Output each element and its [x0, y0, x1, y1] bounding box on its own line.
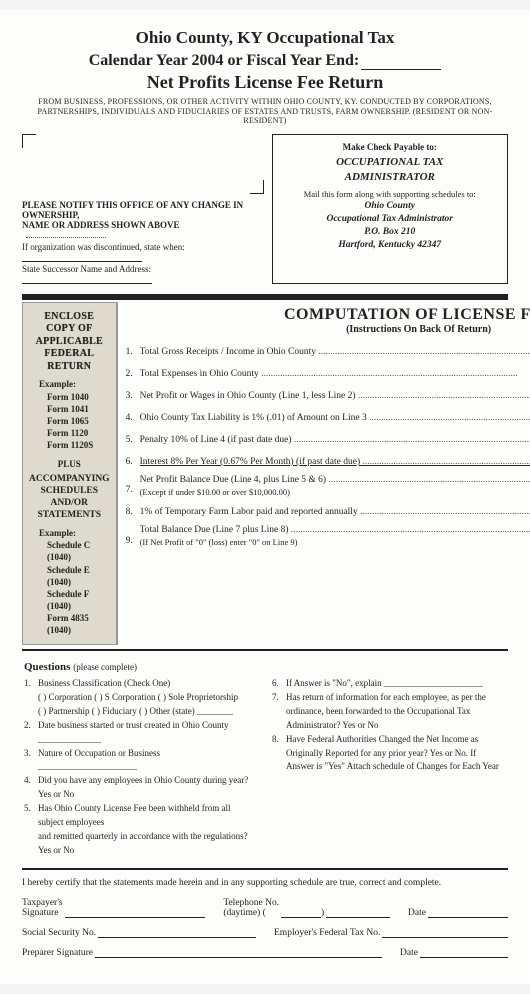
divider-thin-2	[22, 868, 508, 870]
question-item: 8.Have Federal Authorities Changed the N…	[272, 733, 506, 747]
phone-blank-2[interactable]	[326, 906, 390, 918]
comp-row-7: 7. Net Profit Balance Due (Line 4, plus …	[126, 475, 530, 498]
preparer-blank[interactable]	[95, 946, 382, 958]
enc-acc1: ACCOMPANYING	[29, 474, 110, 486]
mail-instr: Mail this form along with supporting sch…	[281, 189, 500, 200]
notify-l1: PLEASE NOTIFY THIS OFFICE OF ANY CHANGE …	[22, 200, 264, 220]
daytime-label: (daytime) (	[223, 908, 279, 918]
ssn-label: Social Security No.	[22, 928, 96, 938]
question-item: and remitted quarterly in accordance wit…	[24, 830, 258, 858]
sig-row-1: Taxpayer's Signature Telephone No. (dayt…	[22, 898, 508, 918]
question-item: 3.Nature of Occupation or Business _____…	[24, 747, 258, 775]
enc-ex1: Example:	[29, 379, 110, 390]
comp-row-6: 6. Interest 8% Per Year (0.67% Per Month…	[126, 453, 530, 469]
address-area: PLEASE NOTIFY THIS OFFICE OF ANY CHANGE …	[22, 134, 264, 284]
taxpayer-label: Taxpayer's	[22, 898, 63, 908]
question-item: 6.If Answer is "No", explain ___________…	[272, 677, 506, 691]
ein-blank[interactable]	[382, 926, 508, 938]
discontinued-blank[interactable]	[22, 261, 142, 262]
certification-text: I hereby certify that the statements mad…	[22, 878, 508, 888]
payable-name1: OCCUPATIONAL TAX	[281, 155, 500, 170]
question-item: 1.Business Classification (Check One)	[24, 677, 258, 691]
header-line2-text: Calendar Year 2004 or Fiscal Year End:	[89, 52, 360, 69]
question-item: Administrator? Yes or No	[272, 719, 506, 733]
mailing-box: Make Check Payable to: OCCUPATIONAL TAX …	[272, 134, 509, 284]
notify-l4: State Successor Name and Address:	[22, 264, 264, 284]
question-item: ( ) Corporation ( ) S Corporation ( ) So…	[24, 691, 258, 705]
header-line2: Calendar Year 2004 or Fiscal Year End:	[22, 52, 508, 70]
addr-4: Hartford, Kentucky 42347	[281, 239, 500, 252]
date-blank[interactable]	[428, 906, 508, 918]
comp-row-3: 3. Net Profit or Wages in Ohio County (L…	[126, 387, 530, 403]
enc-acc4: STATEMENTS	[29, 510, 110, 522]
payable-label: Make Check Payable to:	[281, 141, 500, 153]
computation-panel: COMPUTATION OF LICENSE FEE (Instructions…	[117, 302, 530, 646]
enc-sch-list: Schedule C (1040) Schedule E (1040) Sche…	[29, 539, 110, 636]
questions-title: Questions (please complete)	[24, 661, 506, 673]
question-item: ( ) Partnership ( ) Fiduciary ( ) Other …	[24, 705, 258, 719]
enc-h2: APPLICABLE	[29, 336, 110, 349]
enc-acc3: AND/OR	[29, 498, 110, 510]
addr-1: Ohio County	[281, 200, 500, 213]
header-subtext: FROM BUSINESS, PROFESSIONS, OR OTHER ACT…	[22, 97, 508, 126]
enc-plus: PLUS	[29, 459, 110, 470]
successor-blank[interactable]	[22, 283, 152, 284]
question-item: 5.Has Ohio County License Fee been withh…	[24, 802, 258, 830]
enclose-panel: ENCLOSE COPY OF APPLICABLE FEDERAL RETUR…	[22, 302, 117, 646]
enc-h1: ENCLOSE COPY OF	[29, 311, 110, 336]
ssn-blank[interactable]	[98, 926, 256, 938]
questions-section: Questions (please complete) 1.Business C…	[22, 655, 508, 864]
address-frame[interactable]	[22, 134, 264, 194]
header-line1: Ohio County, KY Occupational Tax	[22, 28, 508, 48]
date2-blank[interactable]	[420, 946, 508, 958]
enc-acc2: SCHEDULES	[29, 486, 110, 498]
date2-label: Date	[400, 948, 418, 958]
question-item: ordinance, been forwarded to the Occupat…	[272, 705, 506, 719]
question-item: 4.Did you have any employees in Ohio Cou…	[24, 774, 258, 802]
question-item: Answer is "Yes" Attach schedule of Chang…	[272, 760, 506, 774]
question-item: 7.Has return of information for each emp…	[272, 691, 506, 705]
notify-l3: If organization was discontinued, state …	[22, 242, 264, 262]
signature-label: Signature	[22, 908, 63, 918]
preparer-label: Preparer Signature	[22, 948, 93, 958]
divider-bar	[22, 294, 508, 300]
questions-left-col: 1.Business Classification (Check One)( )…	[24, 677, 258, 858]
notify-l2: NAME OR ADDRESS SHOWN ABOVE	[22, 220, 264, 240]
comp-title: COMPUTATION OF LICENSE FEE	[126, 306, 530, 324]
questions-right-col: 6.If Answer is "No", explain ___________…	[272, 677, 506, 858]
enc-ex2: Example:	[29, 528, 110, 539]
phone-blank-1[interactable]	[281, 906, 321, 918]
date-label: Date	[408, 908, 426, 918]
top-row: PLEASE NOTIFY THIS OFFICE OF ANY CHANGE …	[22, 134, 508, 284]
comp-row-9: 9. Total Balance Due (Line 7 plus Line 8…	[126, 525, 530, 548]
telephone-label: Telephone No.	[223, 898, 279, 908]
comp-row-1: 1. Total Gross Receipts / Income in Ohio…	[126, 343, 530, 359]
comp-row-2: 2. Total Expenses in Ohio County 2	[126, 365, 530, 381]
ein-label: Employer's Federal Tax No.	[274, 928, 380, 938]
question-item: 2.Date business started or trust created…	[24, 719, 258, 747]
enc-h3: FEDERAL RETURN	[29, 348, 110, 373]
comp-row-5: 5. Penalty 10% of Line 4 (if past date d…	[126, 431, 530, 447]
payable-name2: ADMINISTRATOR	[281, 170, 500, 185]
header-line3: Net Profits License Fee Return	[22, 72, 508, 93]
signature-blank[interactable]	[65, 906, 206, 918]
comp-row-4: 4. Ohio County Tax Liability is 1% (.01)…	[126, 409, 530, 425]
fiscal-year-blank[interactable]	[361, 69, 441, 70]
divider-thin	[22, 649, 508, 651]
sig-row-2: Social Security No. Employer's Federal T…	[22, 926, 508, 938]
enc-forms-list: Form 1040 Form 1041 Form 1065 Form 1120 …	[29, 391, 110, 452]
addr-2: Occupational Tax Administrator	[281, 213, 500, 226]
comp-row-8: 8. 1% of Temporary Farm Labor paid and r…	[126, 503, 530, 519]
tax-form-page: Ohio County, KY Occupational Tax Calenda…	[0, 10, 530, 984]
sig-row-3: Preparer Signature Date	[22, 946, 508, 958]
addr-3: P.O. Box 210	[281, 226, 500, 239]
comp-subtitle: (Instructions On Back Of Return)	[126, 324, 530, 335]
mid-row: ENCLOSE COPY OF APPLICABLE FEDERAL RETUR…	[22, 302, 508, 646]
